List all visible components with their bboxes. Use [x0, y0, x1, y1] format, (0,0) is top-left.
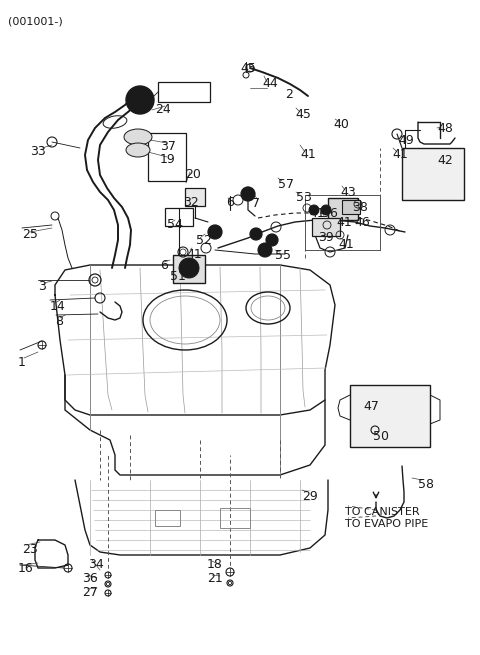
Text: 27: 27 — [82, 586, 98, 599]
Text: 43: 43 — [340, 186, 356, 199]
Text: 41: 41 — [338, 238, 354, 251]
Text: 19: 19 — [160, 153, 176, 166]
Text: 41: 41 — [392, 148, 408, 161]
Text: 58: 58 — [418, 478, 434, 491]
Text: 21: 21 — [207, 572, 223, 585]
Circle shape — [126, 86, 154, 114]
Bar — [402, 148, 464, 200]
Circle shape — [241, 187, 255, 201]
Text: TO EVAPO PIPE: TO EVAPO PIPE — [345, 519, 428, 529]
Bar — [350, 385, 430, 447]
Bar — [342, 200, 360, 214]
Text: 16: 16 — [18, 562, 34, 575]
Text: 47: 47 — [363, 400, 379, 413]
Text: 40: 40 — [333, 118, 349, 131]
Bar — [220, 508, 250, 528]
Text: 36: 36 — [82, 572, 98, 585]
Text: 7: 7 — [252, 197, 260, 210]
Text: 56: 56 — [322, 207, 338, 220]
Text: 18: 18 — [207, 558, 223, 571]
Text: 8: 8 — [55, 315, 63, 328]
Bar — [312, 218, 340, 236]
Text: 3: 3 — [38, 280, 46, 293]
Text: 51: 51 — [170, 270, 186, 283]
Bar — [305, 195, 380, 250]
Bar — [158, 82, 210, 102]
Bar — [173, 255, 205, 283]
Text: 38: 38 — [352, 201, 368, 214]
Text: (001001-): (001001-) — [8, 16, 63, 26]
Text: 25: 25 — [22, 228, 38, 241]
Text: 50: 50 — [373, 430, 389, 443]
Text: 24: 24 — [155, 103, 171, 116]
Text: 14: 14 — [50, 300, 66, 313]
Text: 45: 45 — [240, 62, 256, 75]
Text: 41: 41 — [336, 216, 352, 229]
Text: TO CANISTER: TO CANISTER — [345, 507, 420, 517]
Bar — [148, 133, 186, 181]
Text: 20: 20 — [185, 168, 201, 181]
Bar — [305, 195, 380, 250]
Text: 54: 54 — [167, 218, 183, 231]
Text: 39: 39 — [318, 231, 334, 244]
Bar — [155, 510, 180, 526]
Text: 41: 41 — [309, 207, 325, 220]
Text: 23: 23 — [22, 543, 38, 556]
Text: 32: 32 — [183, 196, 199, 209]
Text: 6: 6 — [226, 196, 234, 209]
Circle shape — [179, 258, 199, 278]
Text: 33: 33 — [30, 145, 46, 158]
Text: 41: 41 — [186, 248, 202, 261]
Circle shape — [266, 234, 278, 246]
Text: 52: 52 — [196, 234, 212, 247]
Text: 46: 46 — [354, 216, 370, 229]
Text: 41: 41 — [300, 148, 316, 161]
Circle shape — [258, 243, 272, 257]
Ellipse shape — [126, 143, 150, 157]
Text: 49: 49 — [398, 134, 414, 147]
Circle shape — [321, 205, 331, 215]
Text: 57: 57 — [278, 178, 294, 191]
Text: 1: 1 — [18, 356, 26, 369]
Text: 6: 6 — [160, 259, 168, 272]
Bar — [185, 188, 205, 206]
Circle shape — [131, 91, 149, 109]
Bar — [165, 208, 193, 226]
Text: 37: 37 — [160, 140, 176, 153]
Text: 48: 48 — [437, 122, 453, 135]
Text: 2: 2 — [285, 88, 293, 101]
Text: 29: 29 — [302, 490, 318, 503]
Text: 44: 44 — [262, 77, 278, 90]
Text: 55: 55 — [275, 249, 291, 262]
Ellipse shape — [124, 129, 152, 145]
Circle shape — [208, 225, 222, 239]
Text: 42: 42 — [437, 154, 453, 167]
Circle shape — [309, 205, 319, 215]
Bar — [328, 198, 358, 220]
Circle shape — [250, 228, 262, 240]
Text: 53: 53 — [296, 191, 312, 204]
Text: 45: 45 — [295, 108, 311, 121]
Text: 34: 34 — [88, 558, 104, 571]
